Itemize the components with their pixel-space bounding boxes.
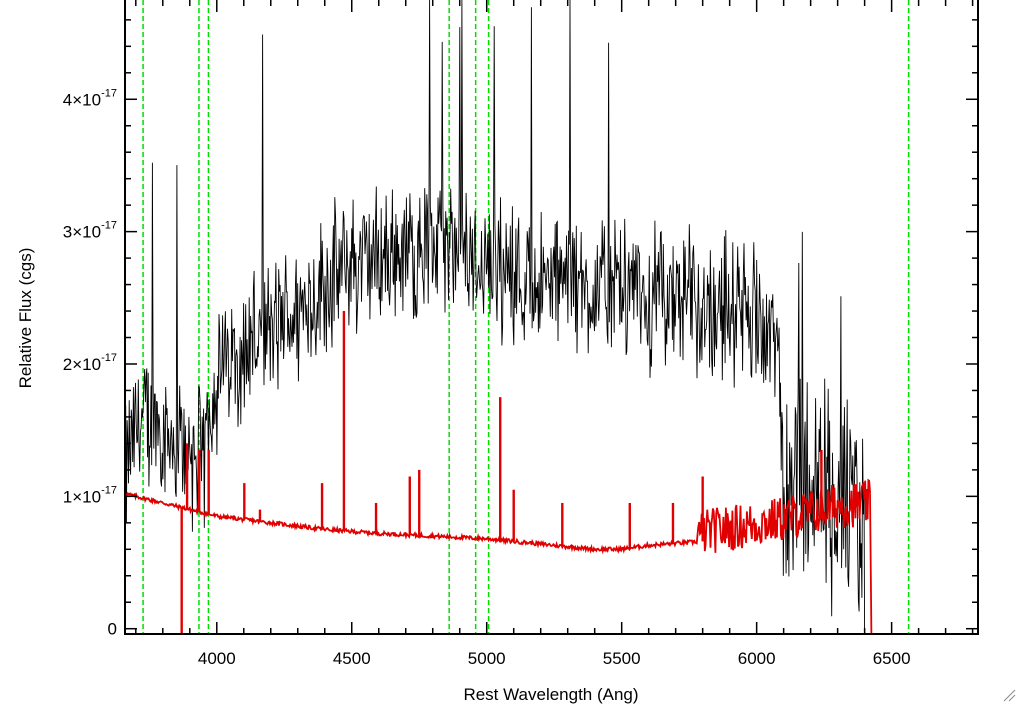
- resize-grip-icon[interactable]: [1002, 688, 1016, 702]
- model-spectrum-series: [125, 311, 978, 634]
- y-tick-label: 0: [108, 620, 117, 639]
- y-tick-label: 1×10-17: [63, 484, 117, 506]
- y-tick-label: 2×10-17: [63, 352, 117, 374]
- model-spectrum-line: [125, 478, 978, 634]
- y-axis-title: Relative Flux (cgs): [16, 248, 35, 389]
- y-tick-label: 3×10-17: [63, 220, 117, 242]
- x-tick-label: 4500: [333, 649, 371, 668]
- plot-frame: [124, 0, 979, 635]
- x-tick-label: 5500: [603, 649, 641, 668]
- x-axis-title: Rest Wavelength (Ang): [463, 685, 638, 704]
- x-tick-label: 6500: [873, 649, 911, 668]
- axes-box: [124, 0, 979, 635]
- x-tick-label: 4000: [198, 649, 236, 668]
- x-tick-label: 5000: [468, 649, 506, 668]
- x-axis: 4000 4500 5000 5500 6000 6500: [135, 0, 974, 668]
- y-tick-label: 4×10-17: [63, 87, 117, 109]
- observed-spectrum-series: [125, 0, 866, 634]
- y-axis: 0 1×10-17 2×10-17 3×10-17 4×10-17: [63, 19, 978, 639]
- plot-area: [125, 0, 978, 634]
- vertical-line-markers: [142, 0, 910, 634]
- x-tick-label: 6000: [738, 649, 776, 668]
- observed-spectrum-line: [125, 0, 866, 634]
